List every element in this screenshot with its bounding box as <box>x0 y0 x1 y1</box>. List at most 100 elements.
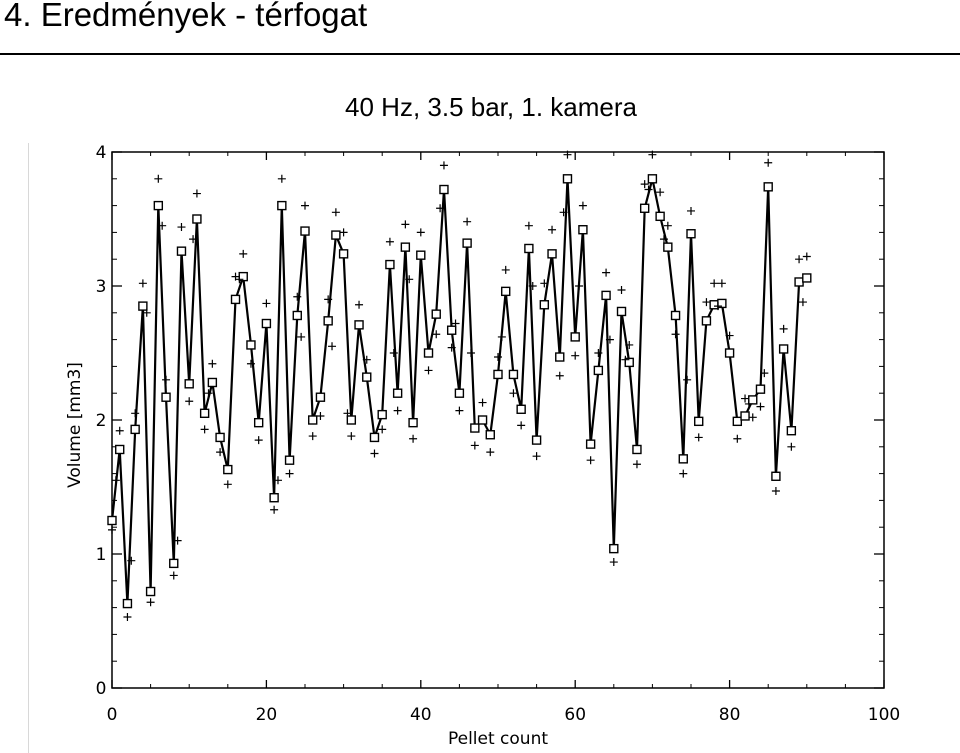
data-point-square <box>531 435 542 445</box>
data-point-square <box>786 426 797 436</box>
data-point-plus <box>795 255 804 264</box>
data-point-square <box>701 316 712 326</box>
data-point-plus <box>389 349 398 357</box>
data-point-plus <box>748 413 757 422</box>
data-point-square <box>392 388 403 398</box>
data-point-plus <box>123 612 132 621</box>
data-point-plus <box>694 433 703 442</box>
data-point-square <box>632 444 642 455</box>
data-point-square <box>670 310 681 321</box>
data-point-plus <box>208 359 217 368</box>
data-point-square <box>439 184 449 195</box>
data-point-plus <box>756 402 765 411</box>
data-point-plus <box>355 300 364 309</box>
data-point-square <box>501 286 511 297</box>
data-point-plus <box>192 189 201 198</box>
data-point-plus <box>277 174 286 183</box>
data-point-plus <box>270 505 279 514</box>
y-tick-label: 2 <box>96 411 107 431</box>
data-point-plus <box>802 252 811 261</box>
data-point-square <box>570 332 580 342</box>
data-point-square <box>578 225 588 235</box>
data-point-square <box>748 395 758 405</box>
data-point-square <box>763 182 773 192</box>
data-point-square <box>385 259 395 270</box>
data-point-plus <box>436 204 445 213</box>
x-tick-label: 60 <box>564 705 586 725</box>
axes-layer: 0 20 40 60 80 100 0 1 2 3 4 <box>96 143 901 725</box>
chart-title: 40 Hz, 3.5 bar, 1. kamera <box>345 92 637 122</box>
data-point-plus <box>127 556 136 565</box>
data-point-square <box>470 423 480 433</box>
data-point-plus <box>254 436 263 445</box>
data-point-plus <box>702 298 711 307</box>
data-point-square <box>284 455 295 465</box>
data-point-square <box>253 417 264 428</box>
plot-frame <box>111 151 885 689</box>
data-point-square <box>778 344 789 354</box>
data-point-plus <box>185 397 194 406</box>
data-point-square <box>485 430 495 440</box>
data-point-square <box>547 249 557 259</box>
data-point-square <box>362 372 372 382</box>
data-point-square <box>369 432 380 443</box>
data-point-plus <box>563 150 572 159</box>
data-point-plus <box>154 174 163 183</box>
data-point-plus <box>273 476 282 485</box>
y-tick-label: 3 <box>96 277 107 297</box>
data-point-square <box>454 388 465 398</box>
data-point-plus <box>656 188 665 197</box>
data-point-square <box>724 348 735 358</box>
data-point-plus <box>158 221 167 230</box>
series-layer <box>107 150 812 621</box>
frame-border <box>28 143 29 753</box>
data-point-plus <box>717 279 726 288</box>
data-point-square <box>107 515 117 526</box>
data-point-plus <box>142 308 151 317</box>
x-axis-label: Pellet count <box>448 729 548 749</box>
data-point-square <box>176 246 187 256</box>
data-point-plus <box>169 571 178 580</box>
data-point-plus <box>486 448 495 457</box>
y-tick-label: 4 <box>96 143 107 163</box>
data-point-plus <box>235 275 244 284</box>
title-divider <box>0 53 960 55</box>
data-point-square <box>616 306 627 317</box>
data-point-plus <box>683 375 692 384</box>
data-point-plus <box>771 487 780 496</box>
data-point-plus <box>644 185 653 194</box>
data-point-plus <box>540 279 549 288</box>
data-point-square <box>308 415 318 425</box>
data-point-plus <box>648 150 657 159</box>
data-point-plus <box>378 425 387 434</box>
data-point-square <box>323 316 333 326</box>
data-point-plus <box>324 295 333 304</box>
data-point-square <box>477 415 488 425</box>
data-point-square <box>169 558 179 569</box>
data-point-plus <box>177 223 186 232</box>
data-point-plus <box>293 292 302 301</box>
data-point-square <box>493 369 503 380</box>
data-point-plus <box>189 235 198 244</box>
data-point-plus <box>455 406 464 415</box>
data-point-square <box>562 174 573 184</box>
data-point-square <box>246 340 256 350</box>
x-tick-label: 0 <box>107 705 118 725</box>
data-point-square <box>663 242 673 252</box>
data-point-plus <box>710 279 719 288</box>
data-point-plus <box>432 330 441 339</box>
data-point-plus <box>528 282 537 290</box>
data-point-plus <box>439 161 448 170</box>
data-point-square <box>446 325 457 335</box>
data-point-plus <box>494 353 502 362</box>
data-point-plus <box>733 434 742 443</box>
data-point-plus <box>115 426 124 435</box>
data-point-square <box>609 543 619 554</box>
data-point-square <box>230 294 241 305</box>
data-point-plus <box>714 302 723 311</box>
data-point-plus <box>602 268 611 277</box>
data-point-square <box>315 392 326 402</box>
data-point-plus <box>173 536 182 545</box>
data-point-plus <box>744 399 753 408</box>
